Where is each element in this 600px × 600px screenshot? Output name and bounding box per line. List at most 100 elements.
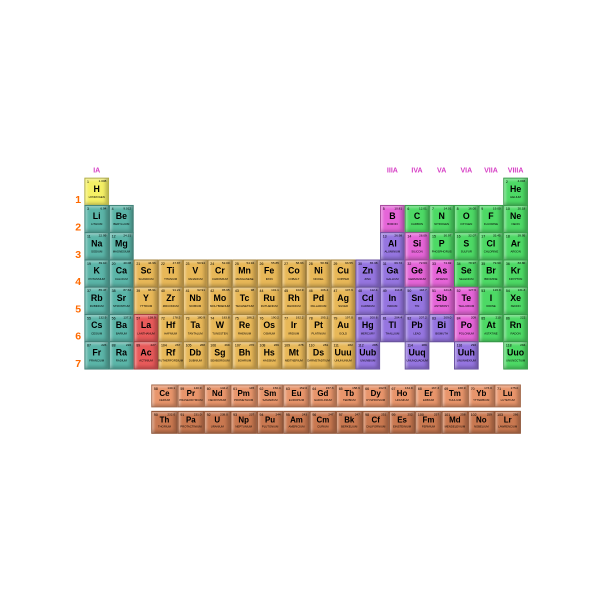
- element-cell-H: 11.008HHydrogen: [84, 178, 109, 206]
- element-cell-Hg: 80200.6HgMercury: [355, 314, 380, 342]
- element-cell-Uuo: 118294UuoUnunoctium: [503, 341, 528, 369]
- element-cell-Xe: 54131.3XeXenon: [503, 287, 528, 315]
- element-cell-Bi: 83209.0BiBismuth: [429, 314, 454, 342]
- element-cell-Mt: 109278MtMeitnerium: [282, 341, 307, 369]
- element-cell-Tc: 4398TcTechnetium: [232, 287, 257, 315]
- element-cell-He: 24.003HeHelium: [503, 178, 528, 206]
- element-cell-Uuq: 114289UuqUnunquadium: [405, 341, 430, 369]
- element-cell-Tl: 81204.4TlThallium: [380, 314, 405, 342]
- element-cell-Fe: 2655.85FeIron: [257, 260, 282, 288]
- element-cell-Sn: 50118.7SnTin: [405, 287, 430, 315]
- element-cell-Po: 84209PoPolonium: [454, 314, 479, 342]
- element-cell-Ar: 1839.95ArArgon: [503, 232, 528, 260]
- period-label: 6: [72, 330, 84, 342]
- element-cell-P: 1530.97PPhosphorus: [429, 232, 454, 260]
- element-cell-Ba: 56137.3BaBarium: [109, 314, 134, 342]
- element-cell-Mo: 4295.95MoMolybdenum: [208, 287, 233, 315]
- element-cell-Hs: 108269HsHassium: [257, 341, 282, 369]
- element-cell-Eu: 63152.0EuEuropium: [283, 384, 309, 407]
- element-cell-Tb: 65158.9TbTerbium: [336, 384, 362, 407]
- element-cell-Lr: 103266LrLawrencium: [494, 411, 520, 434]
- element-cell-Ru: 44101.1RuRuthenium: [257, 287, 282, 315]
- element-cell-Bk: 97247BkBerkelium: [336, 411, 362, 434]
- element-cell-Es: 99252EsEinsteinium: [389, 411, 415, 434]
- period-label: 7: [72, 357, 84, 369]
- element-cell-Na: 1122.99NaSodium: [84, 232, 109, 260]
- element-cell-Ho: 67164.9HoHolmium: [389, 384, 415, 407]
- element-cell-La: 57138.9LaLanthanum: [134, 314, 159, 342]
- element-cell-Ni: 2858.69NiNickel: [306, 260, 331, 288]
- element-cell-Hf: 72178.5HfHafnium: [158, 314, 183, 342]
- element-cell-Uuu: 111282UuuUnununium: [331, 341, 356, 369]
- element-cell-Ac: 89227AcActinium: [134, 341, 159, 369]
- element-cell-Cs: 55132.9CsCesium: [84, 314, 109, 342]
- element-cell-Cr: 2452.00CrChromium: [208, 260, 233, 288]
- element-cell-Rh: 45102.9RhRhodium: [282, 287, 307, 315]
- element-cell-W: 74183.8WTungsten: [208, 314, 233, 342]
- element-cell-Pb: 82207.2PbLead: [405, 314, 430, 342]
- element-cell-Cf: 98251CfCalifornium: [362, 411, 388, 434]
- element-cell-Mn: 2554.94MnManganese: [232, 260, 257, 288]
- element-cell-Fm: 100257FmFermium: [415, 411, 441, 434]
- element-cell-Ce: 58140.1CeCerium: [151, 384, 177, 407]
- element-cell-Y: 3988.91YYttrium: [134, 287, 159, 315]
- element-cell-Cd: 48112.4CdCadmium: [355, 287, 380, 315]
- element-cell-Os: 76190.2OsOsmium: [257, 314, 282, 342]
- element-cell-Co: 2758.93CoCobalt: [282, 260, 307, 288]
- element-cell-Rn: 86222RnRadon: [503, 314, 528, 342]
- element-cell-Md: 101258MdMendelevium: [442, 411, 468, 434]
- period-label: 3: [72, 248, 84, 260]
- element-cell-Bh: 107270BhBohrium: [232, 341, 257, 369]
- element-cell-Rf: 104267RfRutherfordium: [158, 341, 183, 369]
- element-cell-No: 102259NoNobelium: [468, 411, 494, 434]
- element-cell-F: 919.00FFluorine: [479, 205, 504, 233]
- element-cell-Db: 105268DbDubnium: [183, 341, 208, 369]
- element-cell-Kr: 3683.80KrKrypton: [503, 260, 528, 288]
- element-cell-Pa: 91231.0PaProtactinium: [178, 411, 204, 434]
- element-cell-Ds: 110281DsDarmstadtium: [306, 341, 331, 369]
- element-cell-Np: 93237NpNeptunium: [230, 411, 256, 434]
- element-cell-I: 53126.9IIodine: [479, 287, 504, 315]
- element-cell-O: 816.00OOxygen: [454, 205, 479, 233]
- element-cell-Ti: 2247.87TiTitanium: [158, 260, 183, 288]
- element-cell-Am: 95243AmAmericium: [283, 411, 309, 434]
- element-cell-Cl: 1735.45ClChlorine: [479, 232, 504, 260]
- element-cell-Ge: 3272.63GeGermanium: [405, 260, 430, 288]
- element-cell-Te: 52127.6TeTellurium: [454, 287, 479, 315]
- element-cell-Au: 79197.0AuGold: [331, 314, 356, 342]
- element-cell-Fr: 87223FrFrancium: [84, 341, 109, 369]
- element-cell-Th: 90232.0ThThorium: [151, 411, 177, 434]
- element-cell-Uub: 112285UubUnunbium: [355, 341, 380, 369]
- element-cell-Pm: 61145PmPromethium: [230, 384, 256, 407]
- element-cell-Sc: 2144.96ScScandium: [134, 260, 159, 288]
- element-cell-Mg: 1224.31MgMagnesium: [109, 232, 134, 260]
- element-cell-Lu: 71175.0LuLutetium: [494, 384, 520, 407]
- element-cell-Sb: 51121.8SbAntimony: [429, 287, 454, 315]
- element-cell-Nb: 4192.91NbNiobium: [183, 287, 208, 315]
- element-cell-S: 1632.07SSulfur: [454, 232, 479, 260]
- element-cell-Ra: 88226RaRadium: [109, 341, 134, 369]
- element-cell-Sr: 3887.62SrStrontium: [109, 287, 134, 315]
- element-cell-Li: 36.94LiLithium: [84, 205, 109, 233]
- period-label: 1: [72, 194, 84, 206]
- element-cell-N: 714.01NNitrogen: [429, 205, 454, 233]
- element-cell-Pu: 94244PuPlutonium: [257, 411, 283, 434]
- element-cell-In: 49114.8InIndium: [380, 287, 405, 315]
- element-cell-Er: 68167.3ErErbium: [415, 384, 441, 407]
- element-cell-Cu: 2963.55CuCopper: [331, 260, 356, 288]
- element-cell-Ne: 1020.18NeNeon: [503, 205, 528, 233]
- element-cell-Ag: 47107.9AgSilver: [331, 287, 356, 315]
- element-cell-Pt: 78195.1PtPlatinum: [306, 314, 331, 342]
- period-label: 2: [72, 221, 84, 233]
- element-cell-Br: 3579.90BrBromine: [479, 260, 504, 288]
- periodic-table: IAIIIAIVAVAVIAVIIAVIIIA111.008HHydrogen2…: [72, 166, 528, 434]
- element-cell-Ir: 77192.2IrIridium: [282, 314, 307, 342]
- element-cell-U: 92238.0UUranium: [204, 411, 230, 434]
- element-cell-Pr: 59140.9PrPraseodymium: [178, 384, 204, 407]
- element-cell-Nd: 60144.2NdNeodymium: [204, 384, 230, 407]
- element-cell-B: 510.81BBoron: [380, 205, 405, 233]
- element-cell-Zn: 3065.38ZnZinc: [355, 260, 380, 288]
- element-cell-Sg: 106269SgSeaborgium: [208, 341, 233, 369]
- element-cell-Re: 75186.2ReRhenium: [232, 314, 257, 342]
- period-label: 5: [72, 303, 84, 315]
